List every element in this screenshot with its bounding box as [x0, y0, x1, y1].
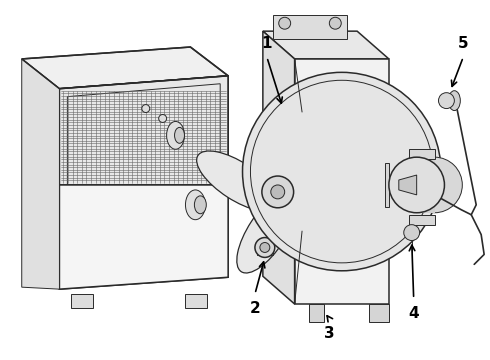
Text: 1: 1 [262, 36, 272, 50]
Circle shape [407, 157, 462, 213]
Polygon shape [185, 294, 207, 308]
Ellipse shape [448, 91, 460, 111]
Polygon shape [416, 157, 435, 213]
Ellipse shape [195, 196, 206, 214]
Circle shape [255, 238, 275, 257]
Polygon shape [273, 15, 347, 39]
Polygon shape [385, 163, 389, 207]
Ellipse shape [258, 111, 318, 193]
Text: 5: 5 [458, 36, 468, 50]
Circle shape [389, 157, 444, 213]
Text: 3: 3 [324, 326, 335, 341]
Polygon shape [263, 31, 389, 59]
Circle shape [279, 17, 291, 29]
Polygon shape [22, 47, 228, 89]
Circle shape [439, 93, 454, 109]
Polygon shape [257, 243, 273, 255]
Polygon shape [369, 304, 389, 322]
Circle shape [243, 72, 441, 271]
Text: 4: 4 [408, 306, 419, 321]
Ellipse shape [237, 191, 297, 273]
Circle shape [159, 114, 167, 122]
Polygon shape [409, 149, 435, 159]
Circle shape [142, 105, 150, 113]
Polygon shape [294, 59, 389, 304]
Polygon shape [263, 31, 294, 304]
Polygon shape [310, 304, 324, 322]
Polygon shape [59, 76, 228, 185]
Ellipse shape [277, 172, 359, 233]
Polygon shape [72, 294, 93, 308]
Circle shape [271, 185, 285, 199]
Circle shape [262, 176, 294, 208]
Ellipse shape [185, 190, 205, 220]
Polygon shape [409, 215, 435, 225]
Circle shape [329, 17, 341, 29]
Polygon shape [22, 59, 59, 289]
Circle shape [404, 225, 419, 240]
Polygon shape [59, 76, 228, 289]
Text: 2: 2 [249, 301, 260, 316]
Ellipse shape [167, 121, 184, 149]
Polygon shape [399, 175, 416, 195]
Circle shape [260, 243, 270, 252]
Polygon shape [59, 185, 228, 289]
Ellipse shape [174, 127, 184, 143]
Ellipse shape [196, 151, 278, 211]
